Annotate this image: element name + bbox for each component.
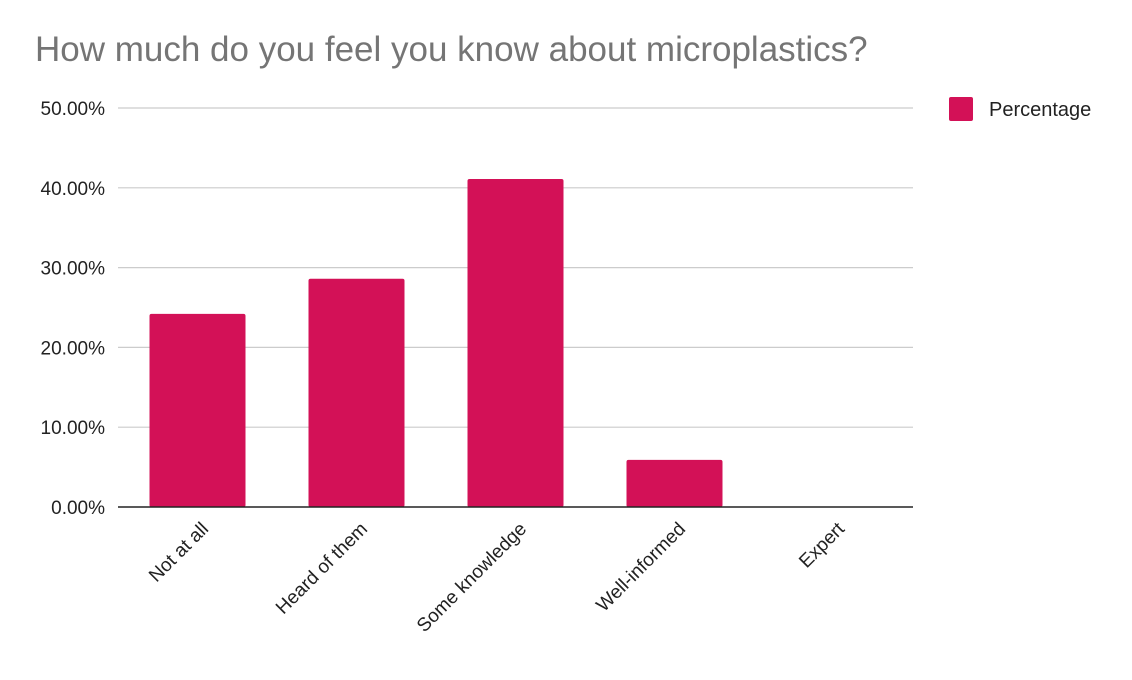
y-tick-label: 20.00% <box>41 338 106 359</box>
x-tick-label: Not at all <box>145 519 213 587</box>
x-tick-label: Some knowledge <box>413 519 531 637</box>
legend-swatch <box>949 97 973 121</box>
legend: Percentage <box>949 97 1091 121</box>
y-tick-label: 50.00% <box>41 99 106 120</box>
chart-title: How much do you feel you know about micr… <box>35 30 868 69</box>
y-tick-label: 30.00% <box>41 259 106 280</box>
y-tick-label: 40.00% <box>41 179 106 200</box>
x-tick-label: Expert <box>795 518 849 572</box>
y-tick-label: 0.00% <box>51 498 105 519</box>
bars <box>118 179 913 508</box>
bar <box>626 459 723 507</box>
x-tick-label: Heard of them <box>272 519 372 619</box>
x-axis-tick-labels: Not at all Heard of them Some knowledge Wel… <box>145 518 849 636</box>
x-tick-label: Well-informed <box>593 519 690 616</box>
y-tick-label: 10.00% <box>41 418 106 439</box>
bar <box>467 179 564 507</box>
bar <box>149 313 246 507</box>
y-axis-tick-labels: 0.00% 10.00% 20.00% 30.00% 40.00% 50.00% <box>41 99 106 519</box>
bar <box>308 278 405 507</box>
legend-label: Percentage <box>989 99 1091 121</box>
